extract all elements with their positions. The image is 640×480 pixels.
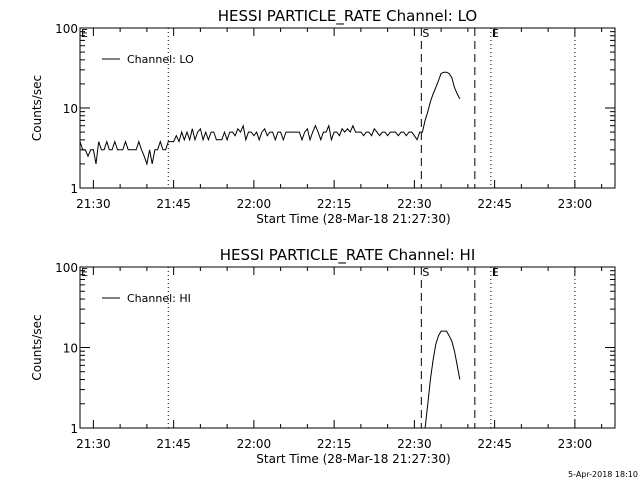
y-tick-label: 1	[70, 422, 78, 436]
x-tick-label: 22:00	[237, 437, 272, 451]
x-tick-label: 22:30	[397, 437, 432, 451]
marker-label: S	[422, 266, 429, 279]
y-tick-label: 100	[55, 22, 78, 36]
y-tick-label: 100	[55, 261, 78, 275]
x-tick-label: 22:15	[317, 437, 352, 451]
plot-frame	[79, 27, 616, 189]
marker-label: E	[81, 27, 88, 40]
x-tick-label: 21:45	[156, 437, 191, 451]
y-axis-label: Counts/sec	[30, 314, 44, 380]
y-tick-label: 10	[63, 102, 78, 116]
series-line	[79, 71, 461, 166]
marker-label: E	[492, 266, 499, 279]
x-tick-label: 22:45	[477, 437, 512, 451]
x-tick-label: 22:30	[397, 197, 432, 211]
marker-label: E	[81, 266, 88, 279]
x-tick-label: 22:45	[477, 197, 512, 211]
series-line	[424, 330, 461, 429]
x-tick-label: 23:00	[558, 437, 593, 451]
y-axis-label: Counts/sec	[30, 75, 44, 141]
y-tick-label: 10	[63, 342, 78, 356]
y-tick-label: 1	[70, 182, 78, 196]
marker-label: E	[492, 27, 499, 40]
chart-title: HESSI PARTICLE_RATE Channel: HI	[220, 246, 476, 265]
x-tick-label: 21:30	[76, 197, 111, 211]
x-axis-label: Start Time (28-Mar-18 21:27:30)	[256, 452, 450, 466]
panel-lo: HESSI PARTICLE_RATE Channel: LO Counts/se…	[30, 7, 616, 226]
marker-label: S	[422, 27, 429, 40]
legend-label: Channel: LO	[127, 53, 194, 66]
chart-title: HESSI PARTICLE_RATE Channel: LO	[218, 7, 477, 26]
x-tick-label: 23:00	[558, 197, 593, 211]
x-axis-label: Start Time (28-Mar-18 21:27:30)	[256, 212, 450, 226]
x-tick-label: 21:45	[156, 197, 191, 211]
legend-label: Channel: HI	[127, 292, 191, 305]
footer-timestamp: 5-Apr-2018 18:10	[568, 470, 638, 479]
x-tick-label: 21:30	[76, 437, 111, 451]
x-tick-label: 22:00	[237, 197, 272, 211]
x-tick-label: 22:15	[317, 197, 352, 211]
panel-hi: HESSI PARTICLE_RATE Channel: HI Counts/se…	[30, 246, 616, 466]
